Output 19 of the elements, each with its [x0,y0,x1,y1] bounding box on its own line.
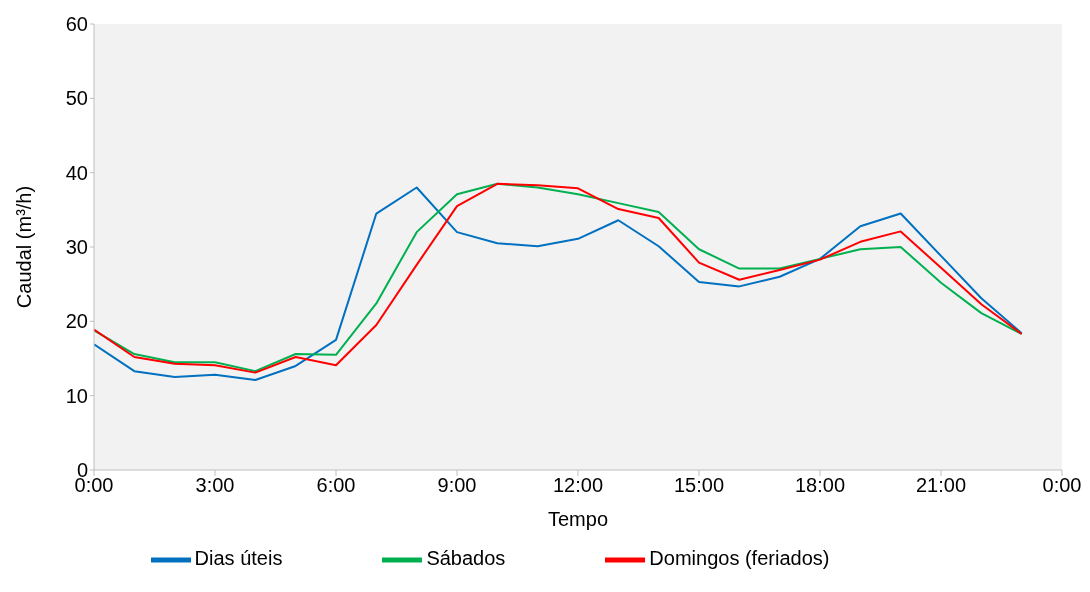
y-tick-label: 50 [65,87,88,110]
y-tick-label: 20 [65,310,88,333]
y-tick-label: 40 [65,161,88,184]
x-tick-label: 0:00 [1042,474,1082,497]
legend-label: Dias úteis [194,547,283,570]
x-axis-title: Tempo [547,508,609,530]
x-tick-label: 21:00 [915,474,967,497]
y-axis-title: Caudal (m³/h) [13,185,36,309]
x-tick-label: 9:00 [437,474,477,497]
x-tick-label: 18:00 [794,474,846,497]
x-tick-label: 12:00 [552,474,604,497]
y-tick-label: 10 [65,384,88,407]
y-tick-label: 60 [65,13,88,36]
x-tick-label: 3:00 [195,474,235,497]
x-tick-label: 15:00 [673,474,725,497]
legend-label: Domingos (feriados) [649,547,830,570]
x-tick-label: 6:00 [316,474,356,497]
legend-label: Sábados [426,547,506,570]
y-tick-label: 30 [65,236,88,259]
